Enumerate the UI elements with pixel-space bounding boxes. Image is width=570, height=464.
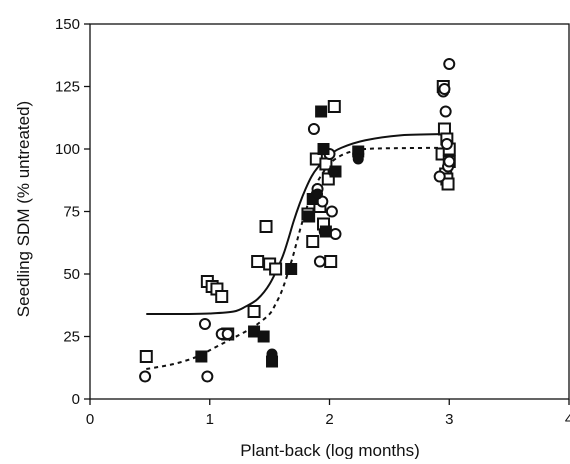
filled-square-point <box>285 263 298 275</box>
open-square-point <box>269 262 283 276</box>
y-tick-label: 100 <box>55 141 80 158</box>
open-square-point <box>441 177 455 191</box>
axes: 0 1 2 3 4 0 25 50 75 100 125 150 <box>55 16 570 428</box>
open-square-point <box>247 305 261 318</box>
open-square-point <box>324 255 338 268</box>
x-tick-label: 1 <box>206 411 214 428</box>
x-tick-label: 2 <box>325 411 333 428</box>
open-circle-point <box>440 138 453 150</box>
open-square-point <box>215 290 229 303</box>
open-circle-point <box>438 83 451 95</box>
filled-square-point <box>315 105 328 118</box>
fit-curve-solid <box>146 133 450 316</box>
y-tick-label: 150 <box>55 16 80 33</box>
filled-circle-point <box>266 353 278 365</box>
open-circle-point <box>325 205 338 218</box>
y-axis-label: Seedling SDM (% untreated) <box>14 101 33 317</box>
fit-curves <box>146 133 450 370</box>
open-circle-point <box>139 370 152 383</box>
filled-square-point <box>257 330 270 343</box>
open-circle-point <box>329 228 342 240</box>
filled-square-point <box>317 143 330 155</box>
filled-circle-point <box>327 166 339 177</box>
filled-circle-point <box>312 188 324 200</box>
open-square-point <box>139 350 153 363</box>
open-circle-point <box>439 105 452 118</box>
open-square-point <box>259 220 273 233</box>
filled-square-point <box>319 225 332 238</box>
open-circle-point <box>443 58 456 70</box>
x-tick-label: 0 <box>86 411 94 428</box>
open-circle-point <box>307 123 320 135</box>
filled-square-point <box>303 210 316 223</box>
data-points <box>139 58 456 383</box>
fit-curve-dashed <box>146 146 450 370</box>
open-square-point <box>306 235 320 248</box>
x-axis-label: Plant-back (log months) <box>240 441 420 459</box>
open-circle-point <box>313 255 326 268</box>
open-circle-point <box>201 370 214 383</box>
y-tick-label: 25 <box>63 329 80 346</box>
open-circle-point <box>198 318 211 330</box>
open-circle-point <box>221 328 234 340</box>
y-tick-label: 125 <box>55 79 80 96</box>
filled-square-point <box>195 350 208 363</box>
open-circle-point <box>443 155 456 168</box>
filled-circle-point <box>352 153 364 165</box>
y-tick-label: 0 <box>72 391 80 408</box>
y-tick-label: 75 <box>63 204 80 221</box>
open-circle-point <box>433 170 446 183</box>
open-square-point <box>327 100 341 113</box>
x-tick-label: 4 <box>565 411 570 428</box>
y-tick-label: 50 <box>63 266 80 283</box>
x-tick-label: 3 <box>445 411 453 428</box>
open-square-point <box>251 255 265 268</box>
